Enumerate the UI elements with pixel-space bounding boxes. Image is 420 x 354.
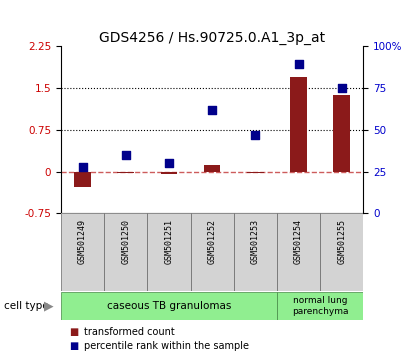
Point [165, 160, 172, 166]
Bar [61, 213, 104, 291]
Text: GSM501250: GSM501250 [121, 219, 130, 264]
Bar [277, 292, 363, 320]
Text: ■: ■ [69, 341, 79, 350]
Text: cell type: cell type [4, 301, 49, 311]
Text: ■: ■ [69, 327, 79, 337]
Text: normal lung
parenchyma: normal lung parenchyma [292, 296, 348, 315]
Point [252, 132, 259, 138]
Point [339, 85, 345, 91]
Bar [290, 77, 307, 172]
Text: GSM501252: GSM501252 [207, 219, 217, 264]
Title: GDS4256 / Hs.90725.0.A1_3p_at: GDS4256 / Hs.90725.0.A1_3p_at [99, 31, 325, 45]
Point [209, 107, 215, 113]
Text: GSM501249: GSM501249 [78, 219, 87, 264]
Text: transformed count: transformed count [84, 327, 175, 337]
Bar [277, 213, 320, 291]
Bar [74, 172, 91, 187]
Bar [204, 165, 220, 172]
Text: ▶: ▶ [44, 299, 53, 312]
Bar [320, 213, 363, 291]
Bar [333, 95, 350, 172]
Point [295, 62, 302, 67]
Bar [191, 213, 234, 291]
Text: percentile rank within the sample: percentile rank within the sample [84, 341, 249, 350]
Bar [161, 172, 177, 175]
Point [79, 164, 86, 170]
Text: GSM501254: GSM501254 [294, 219, 303, 264]
Bar [147, 213, 191, 291]
Text: GSM501255: GSM501255 [337, 219, 346, 264]
Bar [234, 213, 277, 291]
Point [122, 152, 129, 158]
Bar [118, 172, 134, 173]
Bar [104, 213, 147, 291]
Text: GSM501253: GSM501253 [251, 219, 260, 264]
Text: caseous TB granulomas: caseous TB granulomas [107, 301, 231, 311]
Bar [61, 292, 277, 320]
Bar [247, 172, 263, 173]
Text: GSM501251: GSM501251 [164, 219, 173, 264]
